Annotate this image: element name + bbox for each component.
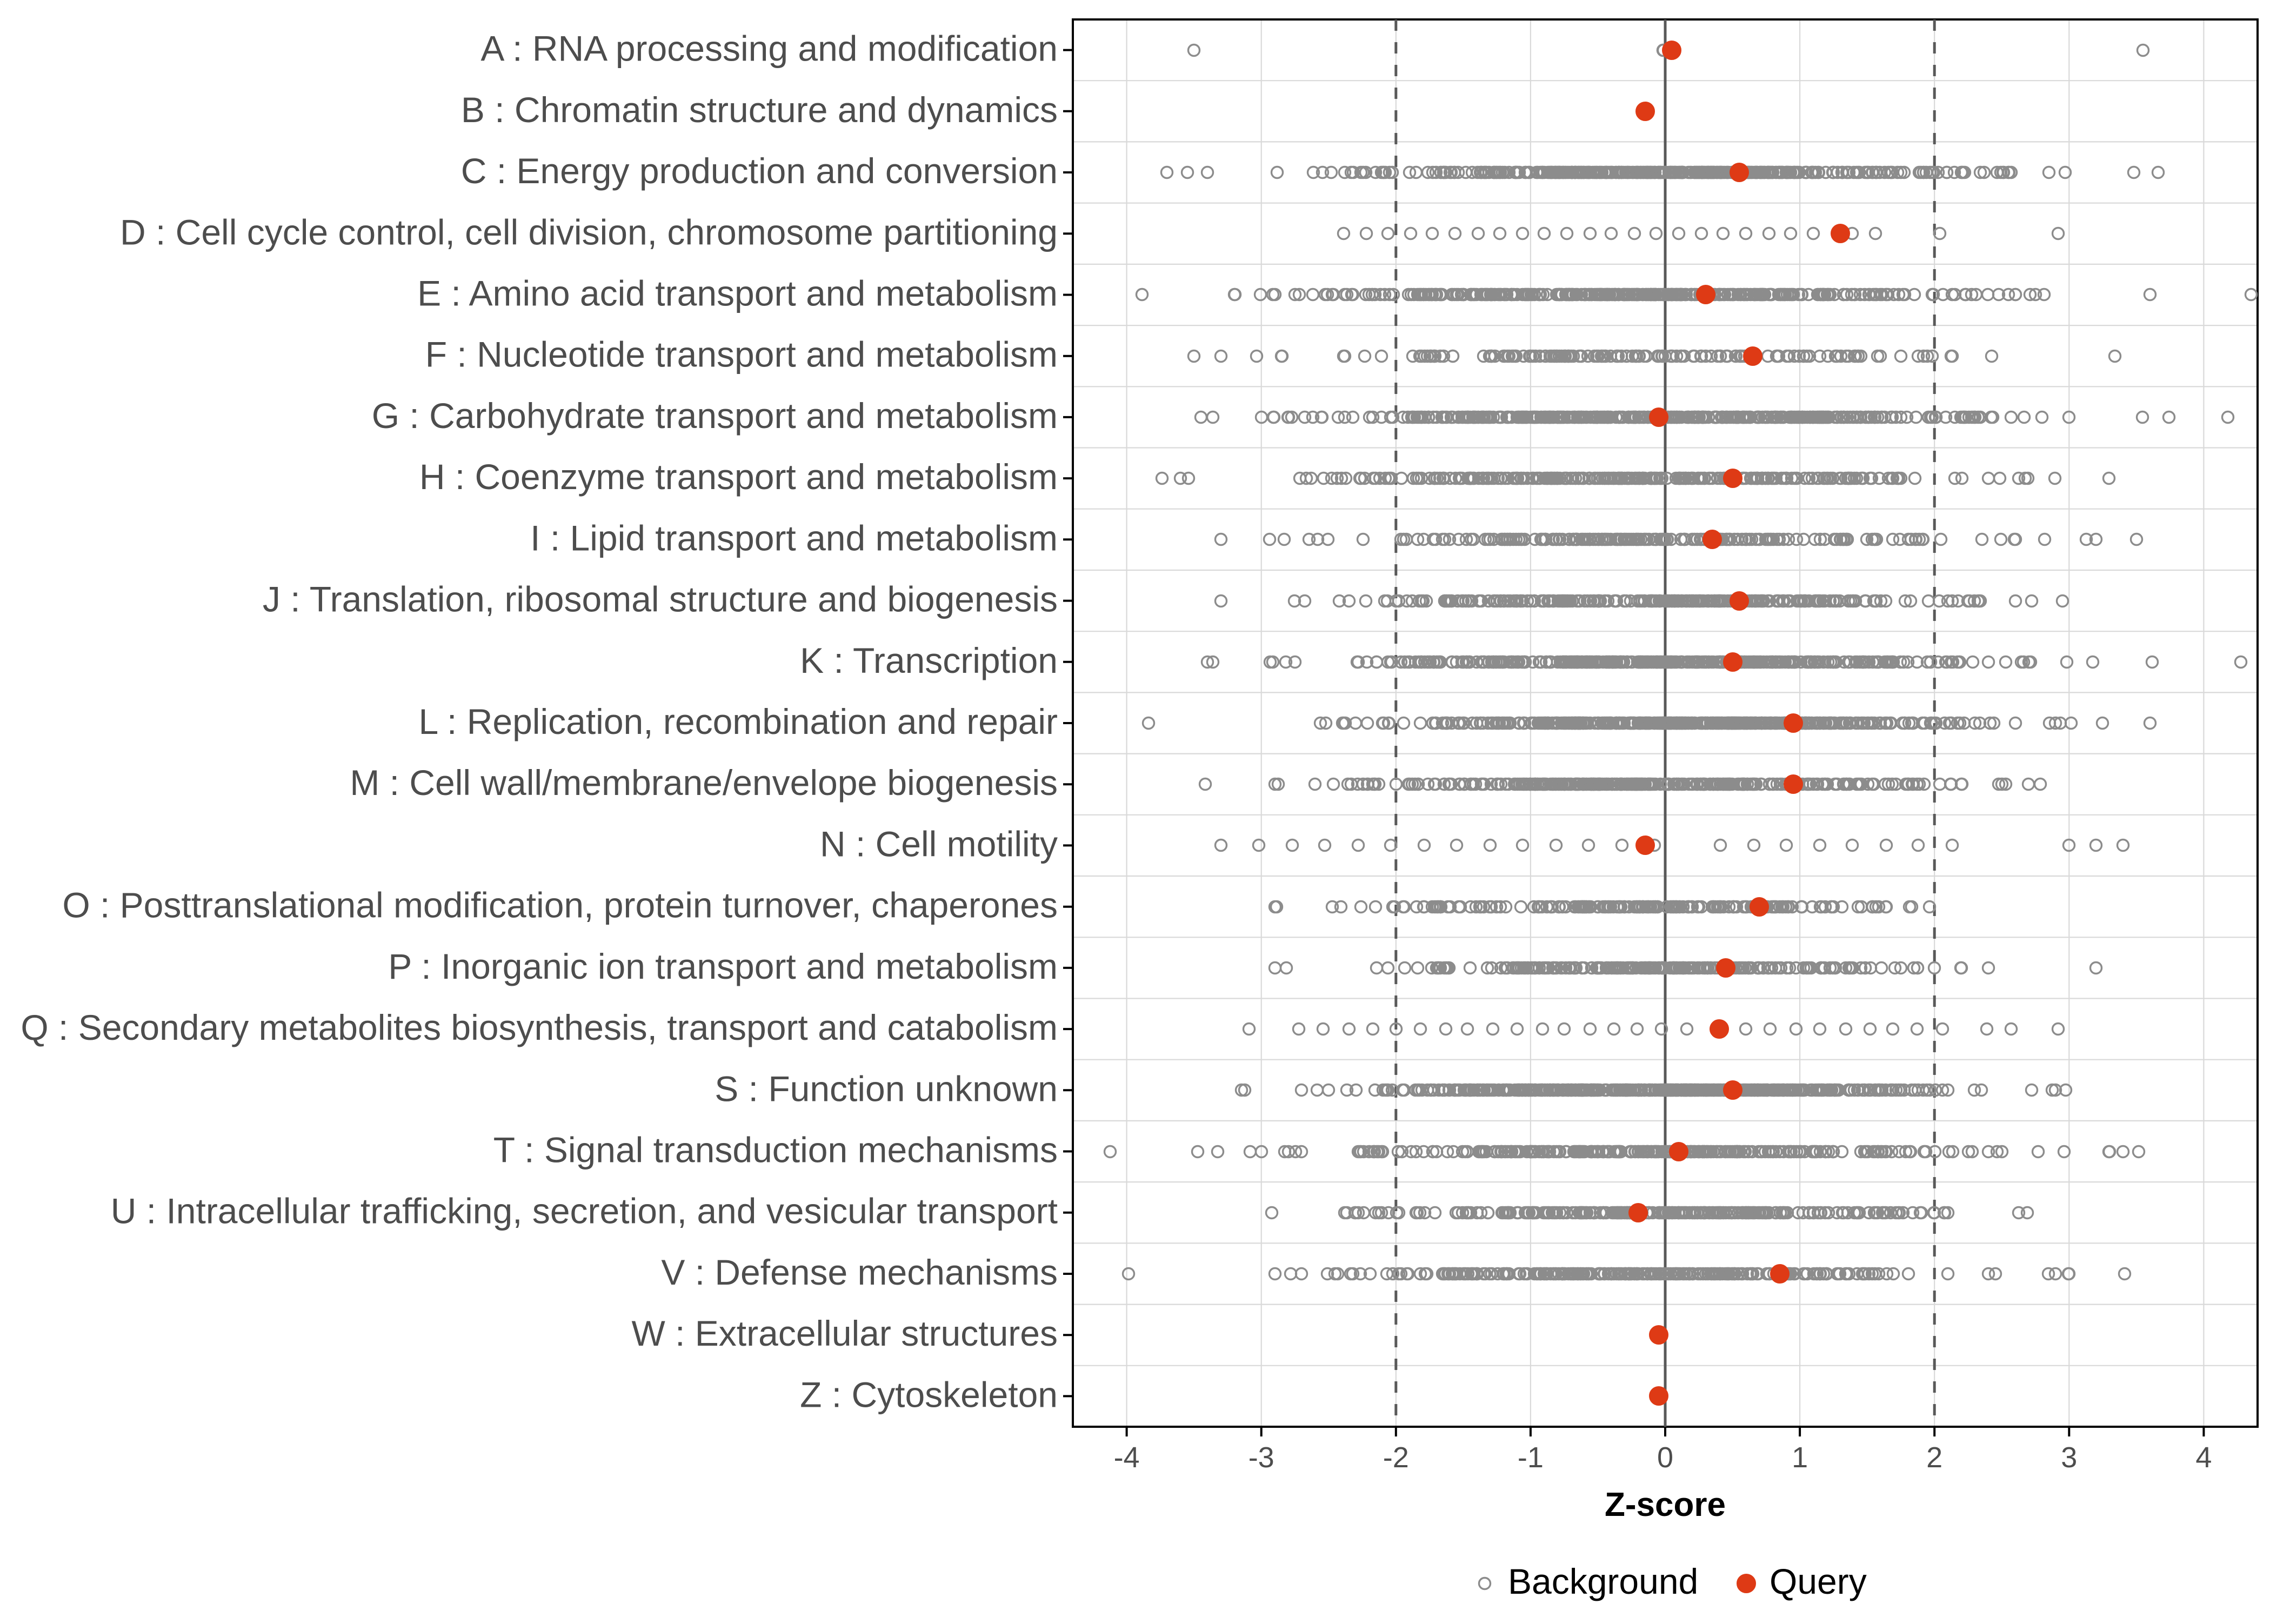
svg-text:B : Chromatin structure and dy: B : Chromatin structure and dynamics — [461, 90, 1058, 130]
svg-text:0: 0 — [1657, 1441, 1673, 1474]
svg-text:2: 2 — [1926, 1441, 1942, 1474]
svg-text:F : Nucleotide transport and m: F : Nucleotide transport and metabolism — [425, 335, 1058, 375]
svg-text:V : Defense mechanisms: V : Defense mechanisms — [661, 1252, 1058, 1292]
svg-text:1: 1 — [1792, 1441, 1808, 1474]
svg-text:K : Transcription: K : Transcription — [800, 640, 1058, 680]
svg-text:W : Extracellular structures: W : Extracellular structures — [631, 1313, 1058, 1353]
svg-text:Q : Secondary metabolites bios: Q : Secondary metabolites biosynthesis, … — [21, 1007, 1058, 1047]
svg-text:Z : Cytoskeleton: Z : Cytoskeleton — [800, 1374, 1058, 1414]
svg-text:Background: Background — [1508, 1561, 1698, 1601]
svg-text:U : Intracellular trafficking,: U : Intracellular trafficking, secretion… — [111, 1191, 1058, 1231]
svg-text:Z-score: Z-score — [1605, 1486, 1726, 1523]
svg-text:-4: -4 — [1114, 1441, 1140, 1474]
svg-text:J : Translation, ribosomal str: J : Translation, ribosomal structure and… — [263, 579, 1058, 619]
svg-text:3: 3 — [2061, 1441, 2077, 1474]
svg-text:P : Inorganic ion transport an: P : Inorganic ion transport and metaboli… — [388, 946, 1058, 986]
svg-text:L : Replication, recombination: L : Replication, recombination and repai… — [418, 701, 1058, 741]
svg-text:A : RNA processing and modific: A : RNA processing and modification — [480, 29, 1058, 69]
svg-text:O : Posttranslational modifica: O : Posttranslational modification, prot… — [62, 885, 1058, 925]
svg-text:M : Cell wall/membrane/envelop: M : Cell wall/membrane/envelope biogenes… — [350, 763, 1058, 803]
svg-text:-1: -1 — [1518, 1441, 1544, 1474]
svg-text:G : Carbohydrate transport and: G : Carbohydrate transport and metabolis… — [372, 396, 1058, 436]
svg-text:-3: -3 — [1248, 1441, 1274, 1474]
svg-text:I : Lipid transport and metabo: I : Lipid transport and metabolism — [530, 518, 1058, 558]
svg-text:S : Function unknown: S : Function unknown — [715, 1068, 1058, 1108]
svg-text:N : Cell motility: N : Cell motility — [820, 824, 1058, 864]
svg-text:E : Amino acid transport and m: E : Amino acid transport and metabolism — [417, 273, 1058, 313]
svg-text:T : Signal transduction mechan: T : Signal transduction mechanisms — [493, 1130, 1058, 1170]
svg-text:C : Energy production and conv: C : Energy production and conversion — [461, 151, 1058, 191]
svg-text:D : Cell cycle control, cell d: D : Cell cycle control, cell division, c… — [120, 212, 1058, 252]
svg-text:-2: -2 — [1383, 1441, 1409, 1474]
svg-text:Query: Query — [1770, 1561, 1867, 1601]
svg-text:4: 4 — [2195, 1441, 2212, 1474]
svg-text:H : Coenzyme transport and met: H : Coenzyme transport and metabolism — [419, 457, 1058, 497]
